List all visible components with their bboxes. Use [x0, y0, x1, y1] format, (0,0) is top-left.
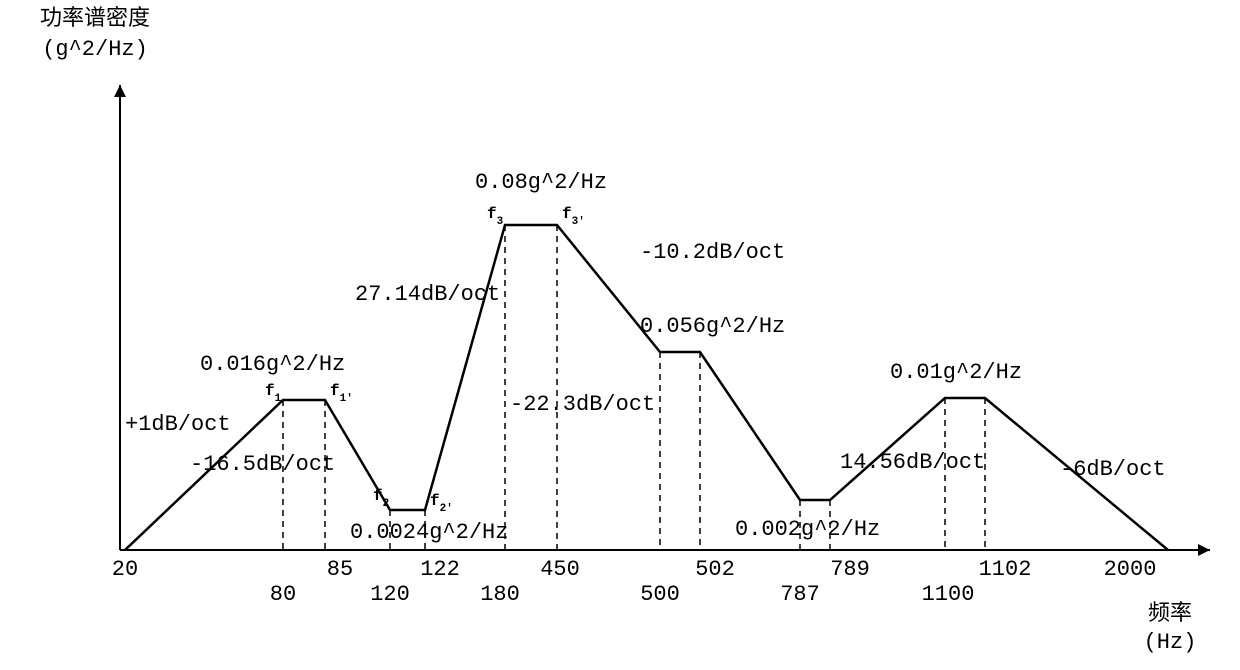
plateau-value-5: 0.002g^2/Hz: [735, 517, 880, 542]
x-tick-8: 502: [695, 557, 735, 582]
psd-diagram: 功率谱密度 (g^2/Hz) 频率 (Hz) 20 80 85 120 122 180 450 500…: [0, 0, 1240, 670]
x-tick-13: 2000: [1104, 557, 1157, 582]
x-tick-9: 787: [780, 582, 820, 607]
slope-label-6: -6dB/oct: [1060, 457, 1166, 482]
f-marker-0: f1: [265, 382, 282, 405]
x-tick-11: 1100: [922, 582, 975, 607]
x-tick-7: 500: [640, 582, 680, 607]
x-axis-title-2: (Hz): [1144, 630, 1197, 655]
x-tick-12: 1102: [979, 557, 1032, 582]
f-marker-2: f2: [373, 487, 389, 510]
f-marker-1: f1': [330, 382, 353, 405]
psd-curve: [125, 225, 1168, 550]
x-tick-5: 180: [480, 582, 520, 607]
x-tick-0: 20: [112, 557, 138, 582]
f-marker-3: f2': [430, 492, 453, 515]
x-axis-title-1: 频率: [1148, 601, 1192, 627]
f-marker-5: f3': [562, 205, 585, 228]
x-tick-4: 122: [420, 557, 460, 582]
x-axis-arrow: [1198, 544, 1210, 556]
y-axis-arrow: [114, 85, 126, 97]
x-tick-2: 85: [327, 557, 353, 582]
slope-label-0: +1dB/oct: [125, 412, 231, 437]
plateau-value-3: 0.01g^2/Hz: [890, 360, 1022, 385]
plateau-value-2: 0.056g^2/Hz: [640, 314, 785, 339]
x-tick-6: 450: [540, 557, 580, 582]
slope-label-1: -16.5dB/oct: [190, 452, 335, 477]
y-axis-title-1: 功率谱密度: [40, 6, 150, 32]
plateau-value-4: 0.0024g^2/Hz: [350, 520, 508, 545]
plateau-value-1: 0.08g^2/Hz: [475, 170, 607, 195]
slope-label-2: 27.14dB/oct: [355, 282, 500, 307]
plateau-value-0: 0.016g^2/Hz: [200, 352, 345, 377]
x-tick-3: 120: [370, 582, 410, 607]
f-marker-4: f3: [487, 205, 504, 228]
x-tick-1: 80: [270, 582, 296, 607]
x-tick-10: 789: [830, 557, 870, 582]
slope-label-3: -10.2dB/oct: [640, 240, 785, 265]
y-axis-title-2: (g^2/Hz): [42, 37, 148, 62]
slope-label-5: 14.56dB/oct: [840, 450, 985, 475]
slope-label-4: -22.3dB/oct: [510, 392, 655, 417]
